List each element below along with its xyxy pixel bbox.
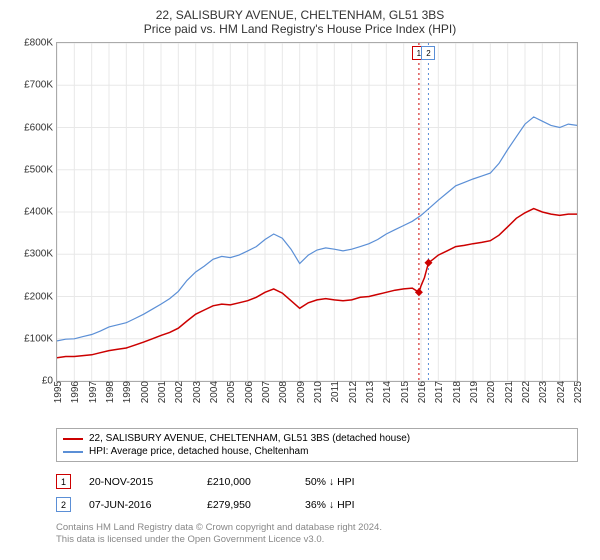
x-axis-label: 2025 [573,381,584,403]
x-axis-label: 2005 [226,381,237,403]
x-axis-label: 2000 [140,381,151,403]
chart-marker: 2 [421,46,435,60]
y-axis-label: £700K [24,80,57,91]
y-axis-label: £300K [24,249,57,260]
legend-label: 22, SALISBURY AVENUE, CHELTENHAM, GL51 3… [89,433,410,444]
x-axis-label: 2020 [486,381,497,403]
x-axis-label: 1999 [122,381,133,403]
x-axis-label: 2006 [244,381,255,403]
title-block: 22, SALISBURY AVENUE, CHELTENHAM, GL51 3… [12,8,588,36]
footer-line: This data is licensed under the Open Gov… [56,534,578,546]
footer-line: Contains HM Land Registry data © Crown c… [56,522,578,534]
x-axis-label: 2021 [504,381,515,403]
chart-title-address: 22, SALISBURY AVENUE, CHELTENHAM, GL51 3… [12,8,588,22]
events-table: 1 20-NOV-2015 £210,000 50% ↓ HPI 2 07-JU… [56,470,578,516]
event-marker: 1 [56,474,71,489]
x-axis-label: 2007 [261,381,272,403]
x-axis-label: 2019 [469,381,480,403]
x-axis-label: 1997 [88,381,99,403]
plot-canvas [57,43,577,381]
x-axis-label: 2013 [365,381,376,403]
legend-swatch [63,438,83,440]
event-date: 20-NOV-2015 [89,476,189,488]
y-axis-label: £400K [24,207,57,218]
x-axis-label: 2002 [174,381,185,403]
y-axis-label: £800K [24,38,57,49]
event-change: 50% ↓ HPI [305,476,355,488]
legend-row: HPI: Average price, detached house, Chel… [63,445,571,458]
event-row: 1 20-NOV-2015 £210,000 50% ↓ HPI [56,470,578,493]
y-axis-label: £500K [24,164,57,175]
y-axis-label: £200K [24,291,57,302]
event-number: 1 [61,477,66,487]
event-change: 36% ↓ HPI [305,499,355,511]
x-axis-label: 2022 [521,381,532,403]
x-axis-label: 2009 [296,381,307,403]
y-axis-label: £100K [24,333,57,344]
plot-area: £0£100K£200K£300K£400K£500K£600K£700K£80… [56,42,578,382]
x-axis-label: 2017 [434,381,445,403]
event-marker: 2 [56,497,71,512]
x-axis-label: 2015 [400,381,411,403]
x-axis-label: 2003 [192,381,203,403]
event-row: 2 07-JUN-2016 £279,950 36% ↓ HPI [56,493,578,516]
legend-row: 22, SALISBURY AVENUE, CHELTENHAM, GL51 3… [63,432,571,445]
event-price: £210,000 [207,476,287,488]
chart-title-subtitle: Price paid vs. HM Land Registry's House … [12,22,588,36]
x-axis-label: 1998 [105,381,116,403]
footer-note: Contains HM Land Registry data © Crown c… [56,522,578,547]
chart-container: 22, SALISBURY AVENUE, CHELTENHAM, GL51 3… [0,0,600,560]
x-axis-label: 2023 [538,381,549,403]
legend-box: 22, SALISBURY AVENUE, CHELTENHAM, GL51 3… [56,428,578,462]
legend-swatch [63,451,83,453]
x-axis-label: 1996 [70,381,81,403]
x-axis-label: 2001 [157,381,168,403]
event-price: £279,950 [207,499,287,511]
x-axis-label: 2012 [348,381,359,403]
y-axis-label: £600K [24,122,57,133]
event-number: 2 [61,500,66,510]
x-axis-label: 1995 [53,381,64,403]
x-axis-label: 2004 [209,381,220,403]
x-axis-label: 2011 [330,381,341,403]
x-axis-label: 2018 [452,381,463,403]
event-date: 07-JUN-2016 [89,499,189,511]
legend-label: HPI: Average price, detached house, Chel… [89,446,308,457]
x-axis-label: 2024 [556,381,567,403]
x-axis-label: 2014 [382,381,393,403]
x-axis-label: 2008 [278,381,289,403]
x-axis-label: 2016 [417,381,428,403]
x-axis-label: 2010 [313,381,324,403]
